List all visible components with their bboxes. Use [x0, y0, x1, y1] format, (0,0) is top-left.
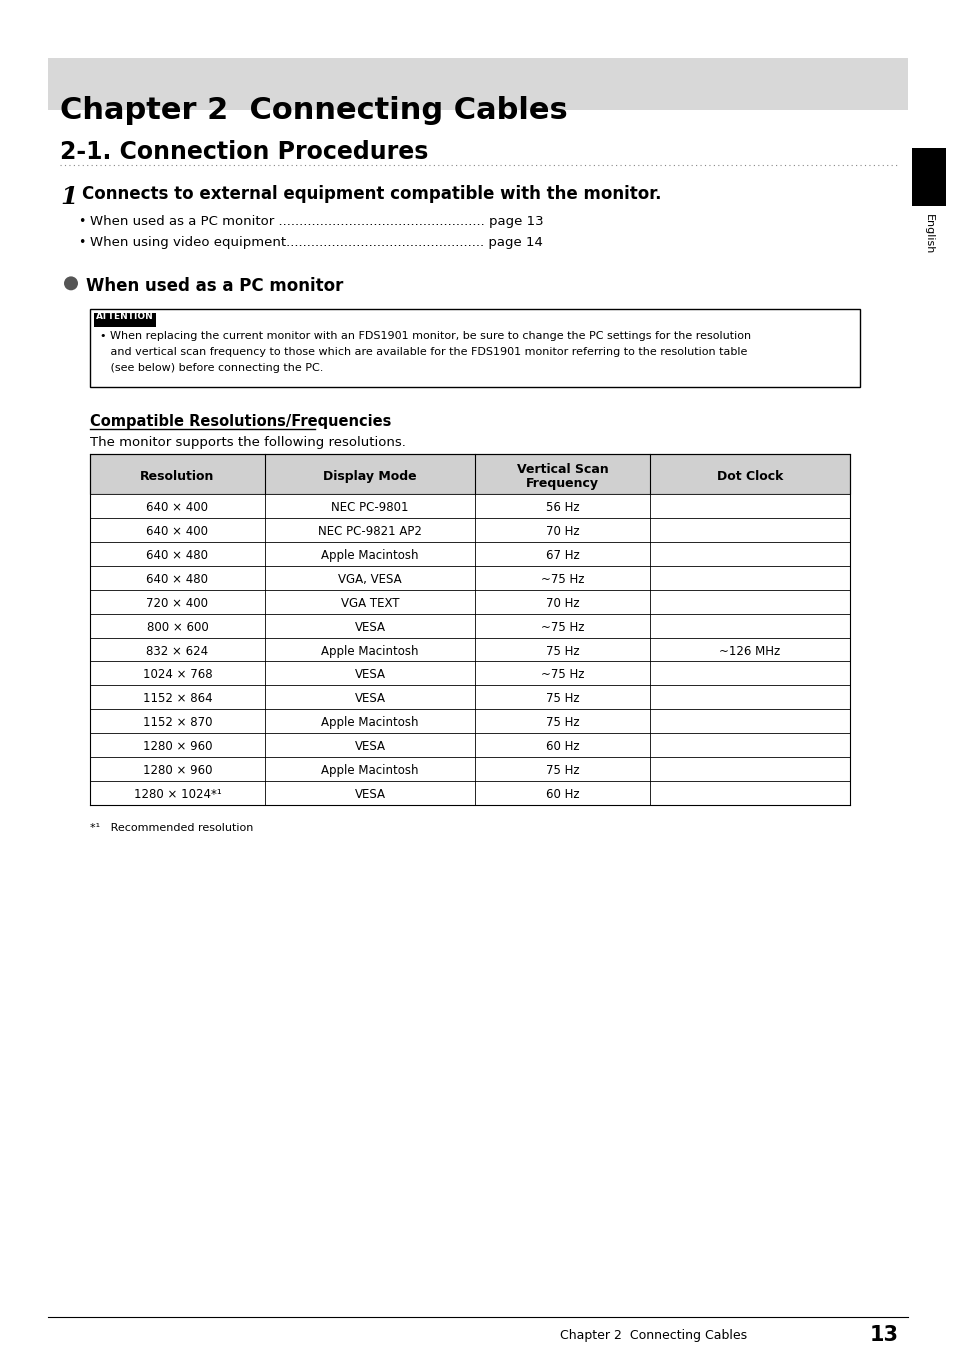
Text: 640 × 400: 640 × 400 — [147, 501, 209, 514]
Bar — [90, 733, 849, 757]
Text: (see below) before connecting the PC.: (see below) before connecting the PC. — [100, 363, 323, 373]
Text: 1280 × 1024*¹: 1280 × 1024*¹ — [133, 788, 221, 801]
Text: NEC PC-9821 AP2: NEC PC-9821 AP2 — [317, 525, 421, 537]
Text: 13: 13 — [869, 1324, 898, 1345]
Text: 56 Hz: 56 Hz — [545, 501, 578, 514]
Text: VESA: VESA — [355, 668, 385, 682]
Text: 832 × 624: 832 × 624 — [146, 644, 209, 657]
Bar — [48, 58, 907, 109]
Text: ~75 Hz: ~75 Hz — [540, 572, 583, 586]
Text: When using video equipment................................................ page : When using video equipment..............… — [90, 236, 542, 250]
Text: ATTENTION: ATTENTION — [96, 312, 153, 321]
Text: 1: 1 — [60, 185, 77, 209]
Text: 60 Hz: 60 Hz — [545, 740, 578, 753]
Bar — [90, 686, 849, 709]
Text: 70 Hz: 70 Hz — [545, 597, 578, 610]
Text: Compatible Resolutions/Frequencies: Compatible Resolutions/Frequencies — [90, 414, 391, 429]
Text: ~75 Hz: ~75 Hz — [540, 621, 583, 633]
Text: ~75 Hz: ~75 Hz — [540, 668, 583, 682]
Text: •: • — [78, 215, 85, 228]
Text: Chapter 2  Connecting Cables: Chapter 2 Connecting Cables — [60, 96, 567, 124]
Text: 1024 × 768: 1024 × 768 — [143, 668, 213, 682]
Text: 1152 × 864: 1152 × 864 — [143, 693, 213, 706]
Text: Apple Macintosh: Apple Macintosh — [321, 717, 418, 729]
Text: VGA TEXT: VGA TEXT — [340, 597, 399, 610]
Bar — [90, 566, 849, 590]
Text: NEC PC-9801: NEC PC-9801 — [331, 501, 408, 514]
Bar — [90, 518, 849, 541]
Text: Resolution: Resolution — [140, 470, 214, 483]
Circle shape — [64, 277, 78, 290]
Text: Dot Clock: Dot Clock — [716, 470, 782, 483]
Text: Apple Macintosh: Apple Macintosh — [321, 548, 418, 562]
Text: 800 × 600: 800 × 600 — [147, 621, 208, 633]
Text: Chapter 2  Connecting Cables: Chapter 2 Connecting Cables — [559, 1328, 746, 1342]
Text: Apple Macintosh: Apple Macintosh — [321, 764, 418, 778]
Text: 67 Hz: 67 Hz — [545, 548, 578, 562]
Bar — [90, 494, 849, 518]
Text: 75 Hz: 75 Hz — [545, 644, 578, 657]
Bar — [90, 782, 849, 805]
Bar — [90, 709, 849, 733]
Text: VESA: VESA — [355, 788, 385, 801]
Text: 1152 × 870: 1152 × 870 — [143, 717, 212, 729]
Text: The monitor supports the following resolutions.: The monitor supports the following resol… — [90, 436, 405, 450]
Text: 75 Hz: 75 Hz — [545, 764, 578, 778]
Bar — [90, 637, 849, 662]
Text: 640 × 480: 640 × 480 — [147, 572, 209, 586]
Bar — [90, 614, 849, 637]
Text: •: • — [78, 236, 85, 250]
Text: 640 × 480: 640 × 480 — [147, 548, 209, 562]
Text: 2-1. Connection Procedures: 2-1. Connection Procedures — [60, 139, 428, 163]
Text: Frequency: Frequency — [525, 477, 598, 490]
Bar — [90, 757, 849, 782]
Text: When used as a PC monitor .................................................. pag: When used as a PC monitor ..............… — [90, 215, 543, 228]
Text: Display Mode: Display Mode — [323, 470, 416, 483]
Text: 60 Hz: 60 Hz — [545, 788, 578, 801]
Text: • When replacing the current monitor with an FDS1901 monitor, be sure to change : • When replacing the current monitor wit… — [100, 331, 750, 342]
Bar — [90, 590, 849, 614]
Text: *¹   Recommended resolution: *¹ Recommended resolution — [90, 824, 253, 833]
Bar — [94, 313, 156, 327]
Text: VESA: VESA — [355, 621, 385, 633]
Text: Connects to external equipment compatible with the monitor.: Connects to external equipment compatibl… — [82, 185, 660, 202]
Text: When used as a PC monitor: When used as a PC monitor — [86, 277, 343, 296]
Text: ~126 MHz: ~126 MHz — [719, 644, 780, 657]
Bar — [911, 147, 945, 205]
Text: 1280 × 960: 1280 × 960 — [143, 764, 212, 778]
Text: English: English — [923, 213, 933, 254]
Text: 720 × 400: 720 × 400 — [147, 597, 209, 610]
Text: VESA: VESA — [355, 693, 385, 706]
Text: 75 Hz: 75 Hz — [545, 693, 578, 706]
Bar — [90, 309, 859, 387]
Text: Vertical Scan: Vertical Scan — [517, 463, 608, 477]
Text: VGA, VESA: VGA, VESA — [337, 572, 401, 586]
Bar — [90, 454, 849, 494]
Text: Apple Macintosh: Apple Macintosh — [321, 644, 418, 657]
Text: and vertical scan frequency to those which are available for the FDS1901 monitor: and vertical scan frequency to those whi… — [100, 347, 746, 358]
Text: 75 Hz: 75 Hz — [545, 717, 578, 729]
Text: 640 × 400: 640 × 400 — [147, 525, 209, 537]
Bar — [90, 662, 849, 686]
Bar — [90, 541, 849, 566]
Text: 70 Hz: 70 Hz — [545, 525, 578, 537]
Text: VESA: VESA — [355, 740, 385, 753]
Text: 1280 × 960: 1280 × 960 — [143, 740, 212, 753]
